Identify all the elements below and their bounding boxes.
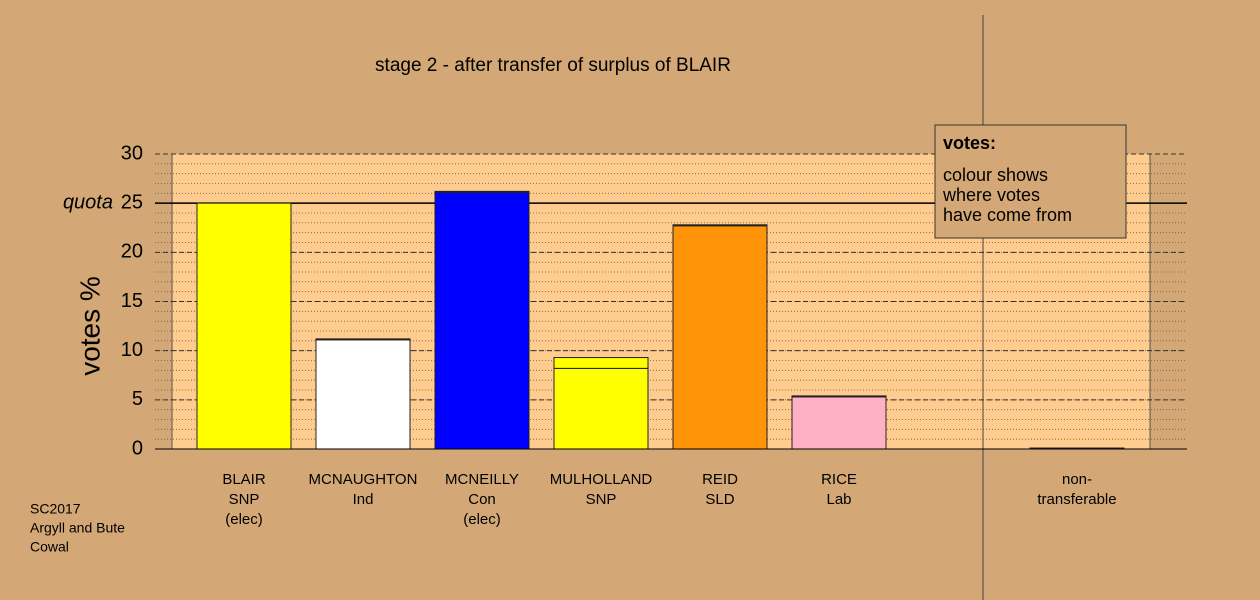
legend: votes: colour shows where votes have com… bbox=[934, 124, 1127, 239]
x-tick-label: MCNEILLY bbox=[445, 471, 519, 488]
y-tick-label: 25 bbox=[121, 191, 143, 213]
bar-segment bbox=[196, 202, 292, 450]
bar-segment bbox=[315, 339, 411, 450]
x-tick-label: Ind bbox=[353, 491, 374, 508]
y-tick-label: 15 bbox=[121, 290, 143, 312]
x-tick-label: MULHOLLAND bbox=[550, 471, 653, 488]
legend-box bbox=[934, 124, 1127, 239]
footnote: Cowal bbox=[30, 539, 69, 555]
bar-segment bbox=[315, 338, 411, 341]
quota-label: quota bbox=[63, 191, 113, 213]
x-tick-label: MCNAUGHTON bbox=[309, 471, 418, 488]
grid bbox=[155, 153, 1187, 450]
bar-segment bbox=[553, 367, 649, 450]
x-tick-label: (elec) bbox=[225, 511, 263, 528]
x-tick-label: SLD bbox=[705, 491, 734, 508]
x-tick-label: non- bbox=[1062, 471, 1092, 488]
y-tick-label: 5 bbox=[132, 388, 143, 410]
legend-text: colour shows bbox=[943, 165, 1048, 185]
x-tick-label: transferable bbox=[1037, 491, 1116, 508]
footnote: SC2017 bbox=[30, 501, 81, 517]
x-tick-label: RICE bbox=[821, 471, 857, 488]
y-tick-label: 0 bbox=[132, 437, 143, 459]
y-axis-label: votes % bbox=[74, 276, 105, 376]
y-tick-label: 20 bbox=[121, 241, 143, 263]
x-tick-label: Con bbox=[468, 491, 496, 508]
bar-segment bbox=[434, 191, 530, 450]
y-tick-label: 10 bbox=[121, 339, 143, 361]
legend-text: have come from bbox=[943, 205, 1072, 225]
x-tick-label: REID bbox=[702, 471, 738, 488]
legend-title: votes: bbox=[943, 133, 996, 153]
x-tick-label: BLAIR bbox=[222, 471, 266, 488]
bar-segment bbox=[791, 396, 887, 450]
legend-text: where votes bbox=[942, 185, 1040, 205]
footnote: Argyll and Bute bbox=[30, 520, 125, 536]
chart-title: stage 2 - after transfer of surplus of B… bbox=[375, 55, 731, 76]
bar-segment bbox=[434, 190, 530, 193]
bar-segment bbox=[672, 225, 768, 450]
x-tick-label: SNP bbox=[586, 491, 617, 508]
bars bbox=[196, 190, 1125, 450]
bar-segment bbox=[553, 357, 649, 369]
y-tick-label: 30 bbox=[121, 142, 143, 164]
x-tick-label: (elec) bbox=[463, 511, 501, 528]
x-tick-label: SNP bbox=[229, 491, 260, 508]
x-tick-label: Lab bbox=[826, 491, 851, 508]
bar-segment bbox=[672, 224, 768, 227]
bar-segment bbox=[791, 395, 887, 398]
